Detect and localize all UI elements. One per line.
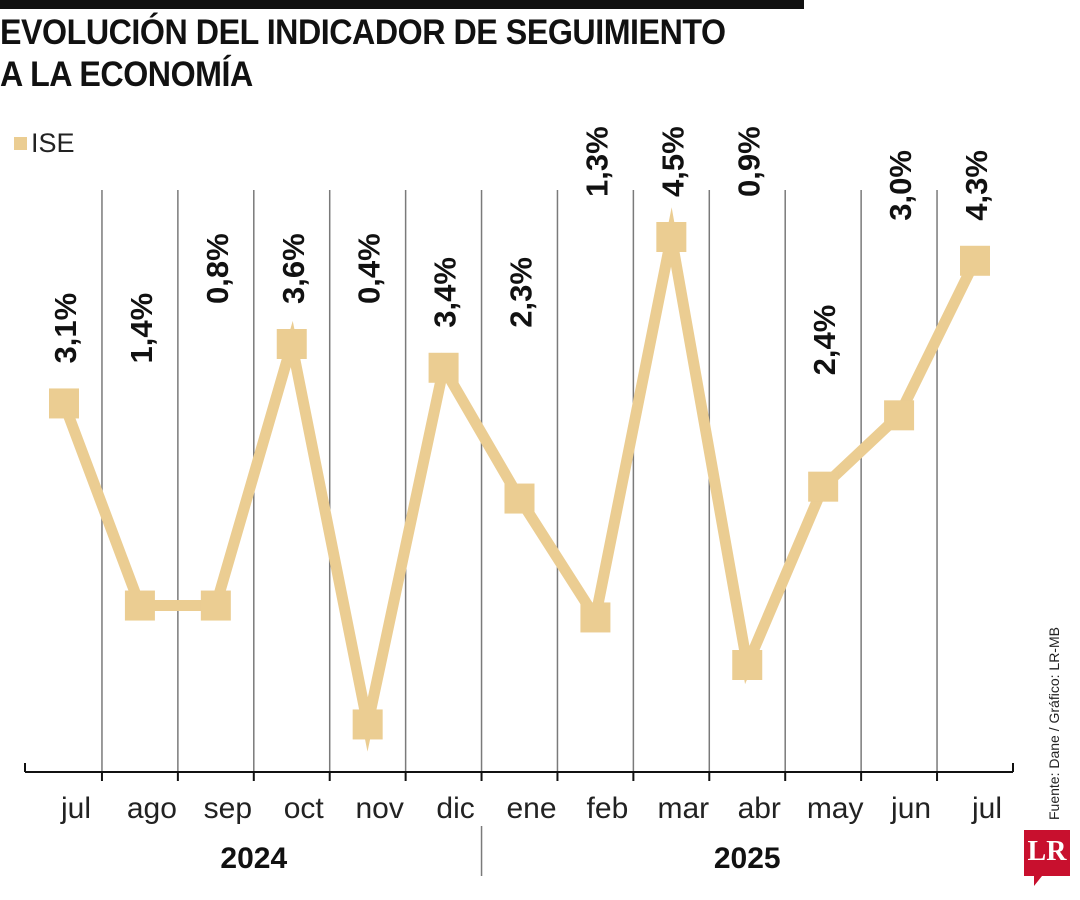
title-line-2: A LA ECONOMÍA xyxy=(0,55,253,94)
data-point xyxy=(960,245,990,276)
x-tick-label: dic xyxy=(436,792,474,825)
source-note: Fuente: Dane / Gráfico: LR-MB xyxy=(1046,627,1062,820)
x-tick-label: jul xyxy=(971,792,1002,825)
logo-shape xyxy=(1024,830,1070,886)
data-label: 1,4% xyxy=(124,293,159,364)
x-tick-label: abr xyxy=(738,792,781,825)
data-label: 3,6% xyxy=(276,233,311,304)
x-tick-label: ene xyxy=(506,792,556,825)
data-label: 0,8% xyxy=(200,233,235,304)
data-point xyxy=(808,471,839,502)
data-point xyxy=(200,590,231,621)
data-label: 4,3% xyxy=(959,150,994,221)
data-label: 4,5% xyxy=(655,126,690,197)
chart-title: EVOLUCIÓN DEL INDICADOR DE SEGUIMIENTO A… xyxy=(0,12,773,96)
year-label: 2025 xyxy=(714,842,781,875)
data-point xyxy=(428,352,459,383)
data-label: 3,1% xyxy=(48,293,83,364)
lr-logo: LR xyxy=(1024,830,1070,886)
x-tick-label: nov xyxy=(355,792,403,825)
x-tick-label: sep xyxy=(204,792,252,825)
data-label: 0,9% xyxy=(731,126,766,197)
data-point xyxy=(124,590,155,621)
data-point xyxy=(732,650,763,680)
data-point xyxy=(352,709,383,740)
x-tick-label: mar xyxy=(657,792,709,825)
x-tick-label: feb xyxy=(587,792,629,825)
year-label: 2024 xyxy=(220,842,287,875)
top-rule xyxy=(0,0,804,9)
x-tick-label: may xyxy=(807,792,864,825)
data-label: 3,0% xyxy=(883,150,918,221)
data-label: 0,4% xyxy=(352,233,387,304)
x-tick-label: oct xyxy=(284,792,325,825)
legend-swatch xyxy=(14,137,27,150)
data-label: 2,3% xyxy=(504,257,539,328)
data-label: 3,4% xyxy=(428,257,463,328)
data-point xyxy=(276,329,307,359)
x-tick-label: jul xyxy=(60,792,91,825)
data-label: 2,4% xyxy=(807,305,842,376)
data-label: 1,3% xyxy=(579,126,614,197)
legend-label: ISE xyxy=(31,128,75,158)
legend: ISE xyxy=(14,128,75,159)
logo-text: LR xyxy=(1027,836,1067,867)
data-point xyxy=(504,483,535,514)
data-point xyxy=(656,222,687,252)
x-tick-label: jun xyxy=(890,792,931,825)
data-point xyxy=(884,400,915,431)
data-point xyxy=(580,602,611,633)
x-tick-label: ago xyxy=(127,792,177,825)
title-line-1: EVOLUCIÓN DEL INDICADOR DE SEGUIMIENTO xyxy=(0,13,726,52)
data-point xyxy=(49,388,79,419)
